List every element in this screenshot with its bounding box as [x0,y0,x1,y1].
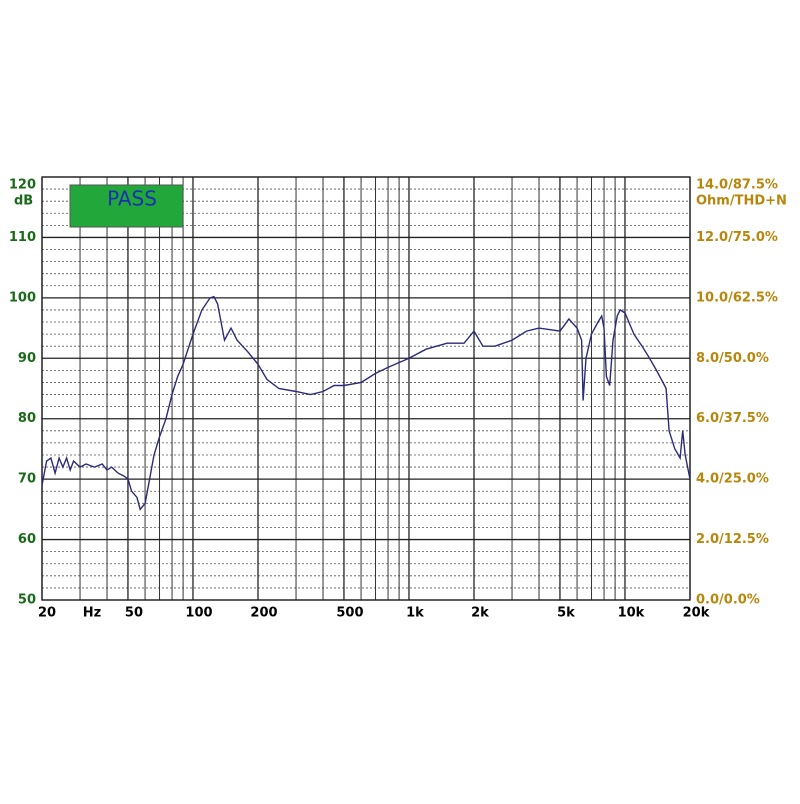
y-tick-label: 50 [18,593,36,608]
y-tick-label: 80 [18,411,36,426]
x-tick-label: 1k [406,606,424,621]
plot-frame [41,176,691,601]
y2-tick-label: 12.0/75.0% [696,230,778,245]
x-unit: Hz [83,606,101,621]
y2-tick-label: 14.0/87.5% [696,178,778,193]
y2-tick-label: 0.0/0.0% [696,593,760,608]
x-tick-label: 5k [557,606,575,621]
pass-badge [69,184,184,228]
x-tick-label: 500 [336,606,363,621]
x-tick-label: 100 [185,606,212,621]
x-tick-label: 20k [683,606,710,621]
y-tick-label: 110 [9,230,36,245]
x-tick-label: 50 [125,606,143,621]
y-tick-label: 120 [9,178,36,193]
y-tick-label: 60 [18,532,36,547]
y2-tick-label: 10.0/62.5% [696,290,778,305]
response-line [41,295,691,511]
y-tick-label: 70 [18,472,36,487]
y2-tick-label: 8.0/50.0% [696,351,769,366]
x-tick-label: 10k [618,606,645,621]
x-tick-label: 200 [250,606,277,621]
y2-tick-label: 2.0/12.5% [696,532,769,547]
y-tick-label: 100 [9,290,36,305]
y2-tick-label: 6.0/37.5% [696,411,769,426]
x-tick-label: 20 [38,606,56,621]
y-tick-label: 90 [18,351,36,366]
y2-unit: Ohm/THD+N [696,194,787,209]
y2-tick-label: 4.0/25.0% [696,472,769,487]
badge-text: PASS [107,187,157,211]
x-tick-label: 2k [471,606,489,621]
y-unit: dB [14,194,33,209]
